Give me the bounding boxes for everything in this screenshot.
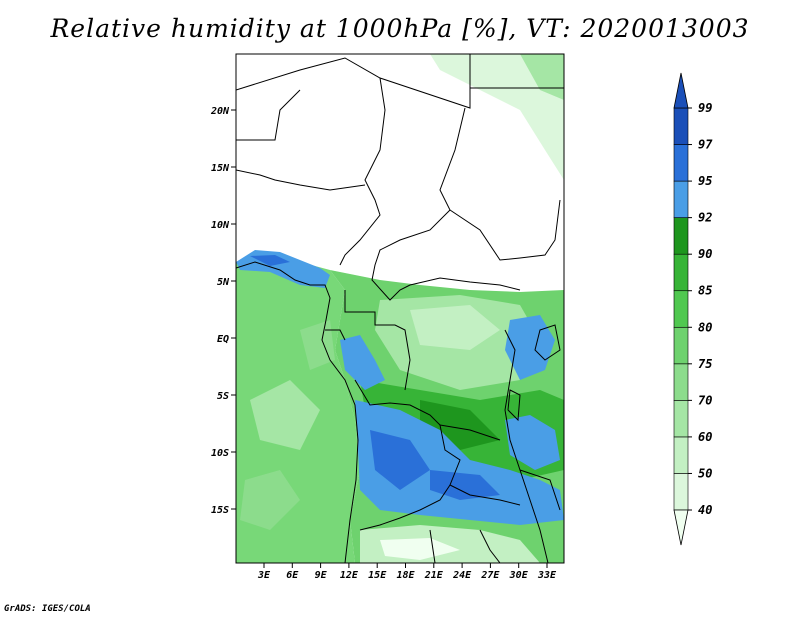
colorbar-label: 95 (698, 174, 712, 188)
colorbar-label: 40 (698, 503, 712, 517)
colorbar-segment (673, 436, 689, 474)
lon-label: 18E (396, 570, 415, 581)
map-title: Relative humidity at 1000hPa [%], VT: 20… (50, 14, 750, 43)
lat-label: 15N (211, 163, 230, 174)
lon-label: 21E (424, 570, 444, 581)
colorbar-segment (673, 253, 689, 292)
lat-label: EQ (217, 334, 229, 345)
colorbar-label: 70 (698, 393, 712, 407)
colorbar-label: 97 (698, 138, 713, 152)
lon-label: 12E (340, 570, 359, 581)
lat-label: 10N (211, 220, 230, 231)
lat-label: 5N (217, 277, 230, 288)
lon-label: 24E (452, 570, 472, 581)
colorbar-segment (673, 217, 689, 255)
lon-label: 6E (286, 570, 299, 581)
colorbar-label: 60 (698, 430, 712, 444)
colorbar-high-arrow (673, 72, 689, 109)
colorbar-label: 75 (698, 357, 712, 371)
lat-label: 5S (217, 391, 229, 402)
colorbar-label: 85 (698, 284, 712, 298)
coastline (236, 261, 359, 563)
colorbar-segment (673, 363, 689, 401)
lat-label: 15S (211, 505, 229, 516)
colorbar: 40 50 60 70 75 80 85 90 92 95 97 99 (673, 72, 713, 546)
colorbar-segment (673, 400, 689, 438)
humidity-field (236, 54, 564, 563)
lat-label: 20N (210, 106, 230, 117)
colorbar-segment (673, 473, 689, 511)
lon-label: 27E (480, 570, 500, 581)
credit-text: GrADS: IGES/COLA (4, 604, 91, 614)
north-moist-patch (430, 54, 564, 180)
colorbar-segment (673, 107, 689, 145)
lon-label: 9E (315, 570, 328, 581)
lon-label: 30E (509, 570, 529, 581)
colorbar-label: 80 (698, 320, 712, 334)
lat-label: 10S (211, 448, 229, 459)
country-borders (236, 54, 564, 563)
colorbar-segment (673, 290, 689, 328)
latitude-axis: 20N 15N 10N 5N EQ 5S 10S 15S (210, 106, 236, 516)
lon-label: 3E (257, 570, 271, 581)
colorbar-label: 99 (698, 101, 712, 115)
colorbar-low-arrow (673, 509, 689, 546)
colorbar-segment (673, 144, 689, 182)
colorbar-segment (673, 326, 689, 365)
colorbar-segment (673, 180, 689, 218)
longitude-axis: 3E 6E 9E 12E 15E 18E 21E 24E 27E 30E 33E (257, 563, 557, 581)
colorbar-label: 50 (698, 466, 712, 480)
colorbar-label: 90 (698, 247, 712, 261)
lon-label: 15E (368, 570, 387, 581)
colorbar-label: 92 (698, 211, 712, 225)
lon-label: 33E (537, 570, 557, 581)
plot-frame (235, 53, 565, 564)
